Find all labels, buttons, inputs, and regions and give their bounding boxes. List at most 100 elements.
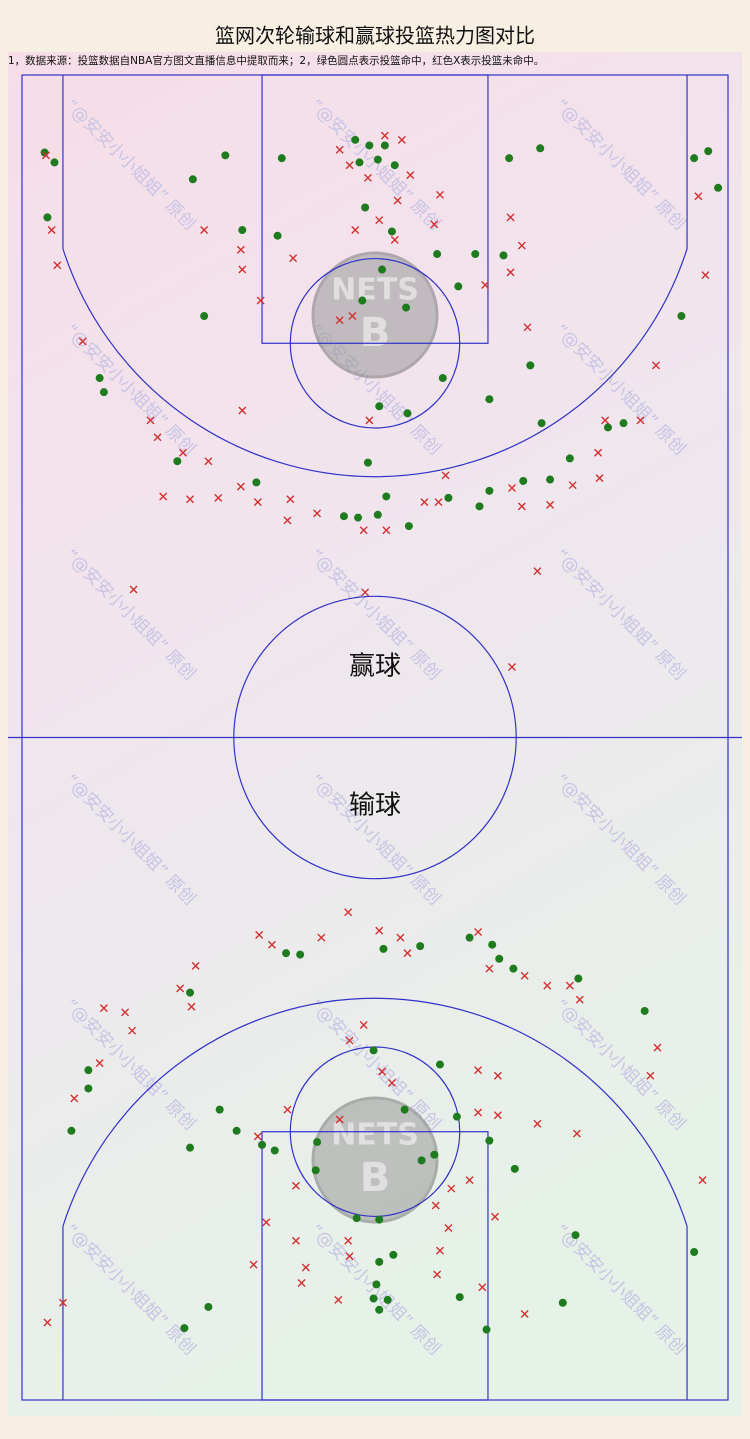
missed-shot <box>651 361 660 370</box>
missed-shot <box>378 1067 387 1076</box>
missed-shot <box>291 1181 300 1190</box>
missed-shot <box>447 1184 456 1193</box>
made-shot <box>690 154 699 163</box>
made-shot <box>438 374 447 383</box>
missed-shot <box>283 516 292 525</box>
missed-shot <box>200 226 209 235</box>
missed-shot <box>178 448 187 457</box>
missed-shot <box>506 213 515 222</box>
made-shot <box>546 475 555 484</box>
made-shot <box>390 161 399 170</box>
missed-shot <box>345 161 354 170</box>
missed-shot <box>533 567 542 576</box>
missed-shot <box>297 1279 306 1288</box>
missed-shot <box>313 509 322 518</box>
logo-text: NETS <box>331 273 419 308</box>
made-shot <box>485 486 494 495</box>
made-shot <box>40 148 49 157</box>
half-label: 输球 <box>349 791 401 821</box>
made-shot <box>690 1247 699 1256</box>
missed-shot <box>520 971 529 980</box>
made-shot <box>354 513 363 522</box>
missed-shot <box>286 495 295 504</box>
missed-shot <box>380 131 389 140</box>
made-shot <box>355 158 364 167</box>
missed-shot <box>348 312 357 321</box>
missed-shot <box>129 585 138 594</box>
made-shot <box>375 402 384 411</box>
missed-shot <box>507 663 516 672</box>
missed-shot <box>520 1310 529 1319</box>
three-point-line <box>62 997 688 1400</box>
paint <box>261 74 489 344</box>
missed-shot <box>359 1021 368 1030</box>
missed-shot <box>186 495 195 504</box>
missed-shot <box>344 1236 353 1245</box>
made-shot <box>603 423 612 432</box>
missed-shot <box>214 493 223 502</box>
made-shot <box>339 512 348 521</box>
missed-shot <box>47 226 56 235</box>
missed-shot <box>382 526 391 535</box>
missed-shot <box>42 151 50 160</box>
missed-shot <box>431 1201 440 1210</box>
made-shot <box>95 374 104 383</box>
made-shot <box>435 1060 444 1069</box>
missed-shot <box>420 498 429 507</box>
missed-shot <box>568 481 577 490</box>
missed-shot <box>95 1059 104 1068</box>
made-shot <box>173 457 182 466</box>
missed-shot <box>546 500 555 509</box>
missed-shot <box>474 1108 483 1117</box>
made-shot <box>403 409 412 418</box>
missed-shot <box>572 1129 581 1138</box>
chart-title: 篮网次轮输球和赢球投篮热力图对比 <box>215 24 535 48</box>
missed-shot <box>267 940 276 949</box>
made-shot <box>373 510 382 519</box>
missed-shot <box>78 337 87 346</box>
missed-shot <box>253 498 262 507</box>
missed-shot <box>646 1071 655 1080</box>
made-shot <box>204 1302 213 1311</box>
missed-shot <box>334 1295 343 1304</box>
made-shot <box>537 419 546 428</box>
made-shot <box>270 1146 279 1155</box>
made-shot <box>417 1156 426 1165</box>
made-shot <box>313 1138 322 1147</box>
made-shot <box>471 250 480 259</box>
made-shot <box>495 954 504 963</box>
made-shot <box>351 135 360 144</box>
made-shot <box>375 1257 384 1266</box>
missed-shot <box>256 296 265 305</box>
made-shot <box>258 1140 267 1149</box>
made-shot <box>358 296 367 305</box>
logo-letter: B <box>360 310 391 356</box>
made-shot <box>574 974 583 983</box>
missed-shot <box>397 135 406 144</box>
missed-shot <box>517 502 526 511</box>
made-shot <box>180 1324 189 1333</box>
made-shot <box>430 1150 439 1159</box>
missed-shot <box>481 281 490 290</box>
missed-shot <box>493 1111 502 1120</box>
made-shot <box>400 1105 409 1114</box>
missed-shot <box>478 1283 487 1292</box>
missed-shot <box>335 316 344 325</box>
missed-shot <box>653 1043 662 1052</box>
missed-shot <box>255 930 264 939</box>
half-label: 赢球 <box>349 652 401 682</box>
paint <box>261 1131 489 1401</box>
missed-shot <box>575 995 584 1004</box>
missed-shot <box>375 216 384 225</box>
made-shot <box>188 175 197 184</box>
logo <box>311 251 439 379</box>
missed-shot <box>403 949 412 958</box>
note: 1，数据来源：投篮数据自NBA官方图文直播信息中提取而来；2，绿色圆点表示投篮命… <box>8 54 544 67</box>
missed-shot <box>393 196 402 205</box>
missed-shot <box>99 1004 108 1013</box>
made-shot <box>186 988 195 997</box>
made-shot <box>475 502 484 511</box>
made-shot <box>369 1046 378 1055</box>
made-shot <box>619 419 628 428</box>
made-shot <box>238 226 247 235</box>
